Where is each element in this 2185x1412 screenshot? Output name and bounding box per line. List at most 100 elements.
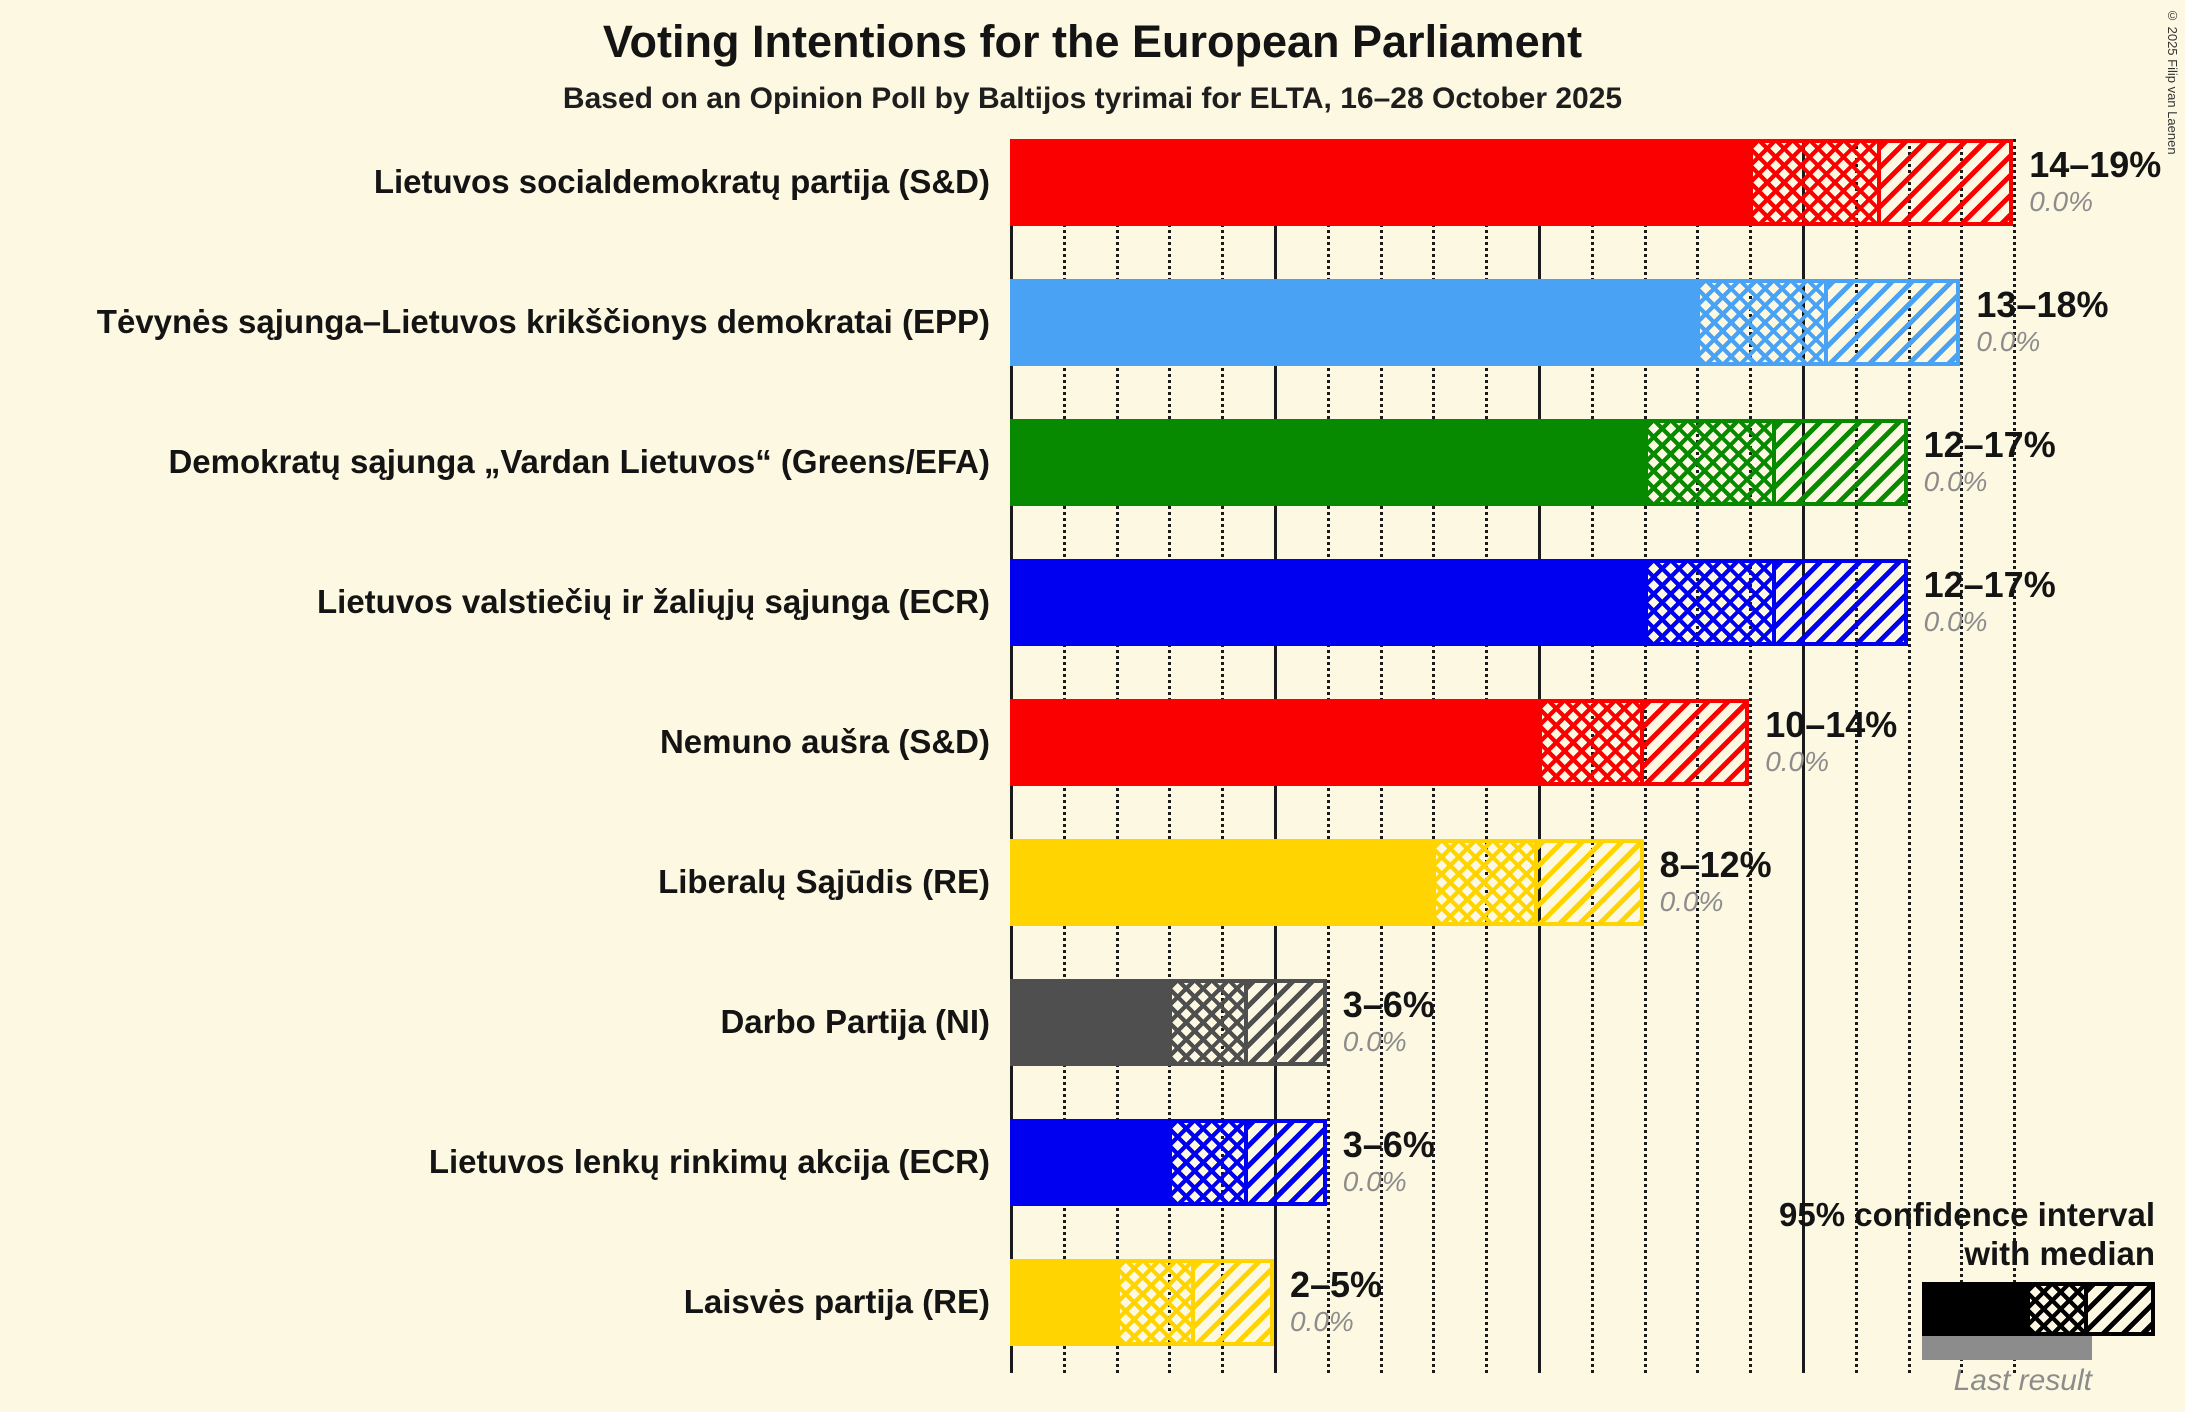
party-label: Liberalų Sąjūdis (RE) — [658, 863, 990, 900]
last-result-value: 0.0% — [1923, 606, 1988, 638]
chart-row: Demokratų sąjunga „Vardan Lietuvos“ (Gre… — [0, 392, 2185, 532]
confidence-interval-bar — [1010, 838, 1644, 926]
copyright-note: © 2025 Filip van Laenen — [2165, 8, 2180, 155]
bar-crosshatch-segment — [1168, 1118, 1248, 1206]
bar-diagonal-segment — [1247, 978, 1327, 1066]
bar-crosshatch-segment — [1643, 558, 1776, 646]
value-range-label: 3–6% — [1342, 983, 1435, 1025]
party-label: Tėvynės sąjunga–Lietuvos krikščionys dem… — [96, 303, 990, 340]
confidence-interval-bar — [1010, 978, 1327, 1066]
last-result-value: 0.0% — [1289, 1306, 1354, 1338]
party-label: Lietuvos valstiečių ir žaliųjų sąjunga (… — [317, 583, 990, 620]
party-label: Laisvės partija (RE) — [683, 1283, 990, 1320]
bar-diagonal-segment — [1537, 838, 1644, 926]
bar-solid-segment — [1010, 138, 1750, 226]
bar-crosshatch-segment — [1432, 838, 1538, 926]
bar-annotation: 12–17% 0.0% — [1924, 425, 2056, 500]
bar-diagonal-segment — [1643, 698, 1750, 786]
bar-crosshatch-segment — [1538, 698, 1644, 786]
value-range-label: 12–17% — [1923, 563, 2056, 605]
legend: 95% confidence interval with median Last… — [1515, 1196, 2155, 1412]
confidence-interval-bar — [1010, 278, 1961, 366]
last-result-value: 0.0% — [1342, 1166, 1407, 1198]
last-result-value: 0.0% — [1659, 886, 1724, 918]
value-range-label: 3–6% — [1342, 1123, 1435, 1165]
x-gridline-dotted — [1749, 139, 1753, 1373]
bar-annotation: 3–6% 0.0% — [1343, 985, 1435, 1060]
chart-row: Tėvynės sąjunga–Lietuvos krikščionys dem… — [0, 252, 2185, 392]
value-range-label: 8–12% — [1659, 843, 1772, 885]
chart-row: Nemuno aušra (S&D) 10–14% 0.0% — [0, 672, 2185, 812]
confidence-interval-bar — [1010, 1258, 1274, 1346]
bar-solid-segment — [1010, 418, 1644, 506]
value-range-label: 2–5% — [1289, 1263, 1383, 1305]
legend-diagonal-segment — [2088, 1281, 2155, 1336]
bar-diagonal-segment — [1775, 418, 1908, 506]
party-label: Darbo Partija (NI) — [720, 1003, 990, 1040]
bar-annotation: 10–14% 0.0% — [1765, 705, 1897, 780]
bar-diagonal-segment — [1194, 1258, 1274, 1346]
bar-diagonal-segment — [1775, 558, 1908, 646]
chart-subtitle: Based on an Opinion Poll by Baltijos tyr… — [562, 82, 1623, 115]
chart-row: Lietuvos lenkų rinkimų akcija (ECR) 3–6% 0… — [0, 1092, 2185, 1232]
bar-solid-segment — [1010, 558, 1644, 646]
bar-crosshatch-segment — [1749, 138, 1882, 226]
last-result-value: 0.0% — [1976, 326, 2041, 358]
chart-row: Lietuvos socialdemokratų partija (S&D) 14… — [0, 112, 2185, 252]
chart-row: Liberalų Sąjūdis (RE) 8–12% 0.0% — [0, 812, 2185, 952]
bar-solid-segment — [1010, 278, 1697, 366]
bar-diagonal-segment — [1247, 1118, 1327, 1206]
legend-last-result-bar — [1922, 1335, 2092, 1360]
bar-solid-segment — [1010, 1118, 1169, 1206]
value-range-label: 12–17% — [1923, 423, 2056, 465]
bar-crosshatch-segment — [1696, 278, 1829, 366]
bar-annotation: 13–18% 0.0% — [1976, 285, 2108, 360]
x-gridline-dotted — [1907, 139, 1911, 1373]
chart-row: Laisvės partija (RE) 2–5% 0.0% — [0, 1232, 2185, 1372]
x-gridline-dotted — [2013, 139, 2017, 1373]
bar-diagonal-segment — [1881, 138, 2014, 226]
last-result-value: 0.0% — [1923, 466, 1988, 498]
bar-solid-segment — [1010, 978, 1169, 1066]
confidence-interval-bar — [1010, 418, 1908, 506]
bar-solid-segment — [1010, 838, 1433, 926]
chart-rows: Lietuvos socialdemokratų partija (S&D) 14… — [0, 112, 2185, 1372]
legend-confidence-bar — [1922, 1281, 2155, 1336]
bar-solid-segment — [1010, 1258, 1116, 1346]
party-label: Lietuvos socialdemokratų partija (S&D) — [373, 163, 990, 200]
legend-last-result-label: Last result — [1953, 1363, 2092, 1397]
bar-crosshatch-segment — [1115, 1258, 1195, 1346]
legend-sample: Last result — [1515, 1281, 2155, 1412]
confidence-interval-bar — [1010, 698, 1750, 786]
bar-annotation: 14–19% 0.0% — [2029, 145, 2161, 220]
x-gridline-solid — [1802, 139, 1805, 1373]
x-gridline-dotted — [1854, 139, 1858, 1373]
confidence-interval-bar — [1010, 558, 1908, 646]
confidence-interval-bar — [1010, 1118, 1327, 1206]
bar-crosshatch-segment — [1168, 978, 1248, 1066]
bar-diagonal-segment — [1828, 278, 1961, 366]
value-range-label: 13–18% — [1976, 283, 2109, 325]
bar-solid-segment — [1010, 698, 1538, 786]
legend-title-line1: 95% confidence interval — [1779, 1196, 2155, 1233]
x-gridline-dotted — [1960, 139, 1964, 1373]
last-result-value: 0.0% — [1342, 1026, 1407, 1058]
last-result-value: 0.0% — [2029, 186, 2094, 218]
value-range-label: 10–14% — [1765, 703, 1898, 745]
legend-solid-segment — [1922, 1281, 2026, 1336]
value-range-label: 14–19% — [2029, 143, 2162, 185]
bar-annotation: 8–12% 0.0% — [1660, 845, 1772, 920]
party-label: Lietuvos lenkų rinkimų akcija (ECR) — [428, 1143, 990, 1180]
bar-annotation: 12–17% 0.0% — [1924, 565, 2056, 640]
legend-title-line2: with median — [1964, 1234, 2155, 1272]
legend-crosshatch-segment — [2026, 1281, 2088, 1336]
bar-annotation: 3–6% 0.0% — [1343, 1125, 1435, 1200]
chart-title: Voting Intentions for the European Parli… — [602, 16, 1583, 67]
chart-row: Darbo Partija (NI) 3–6% 0.0% — [0, 952, 2185, 1092]
confidence-interval-bar — [1010, 138, 2014, 226]
party-label: Nemuno aušra (S&D) — [659, 723, 990, 760]
chart-row: Lietuvos valstiečių ir žaliųjų sąjunga (… — [0, 532, 2185, 672]
last-result-value: 0.0% — [1765, 746, 1830, 778]
bar-crosshatch-segment — [1643, 418, 1776, 506]
